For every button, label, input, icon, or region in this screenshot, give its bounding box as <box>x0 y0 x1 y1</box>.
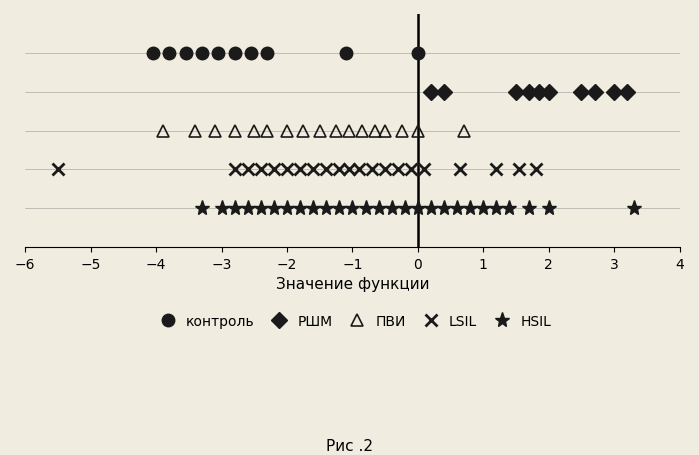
Legend: контроль, РШМ, ПВИ, LSIL, HSIL: контроль, РШМ, ПВИ, LSIL, HSIL <box>148 309 556 334</box>
X-axis label: Значение функции: Значение функции <box>275 277 429 292</box>
Text: Рис .2: Рис .2 <box>326 439 373 454</box>
